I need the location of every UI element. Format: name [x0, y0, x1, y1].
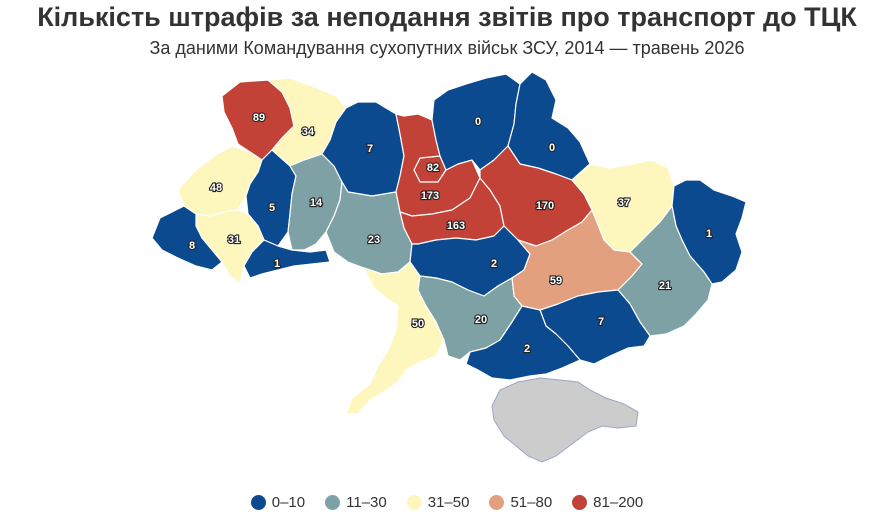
legend-label-2: 31–50	[427, 494, 470, 511]
legend-item-3[interactable]: 51–80	[489, 494, 552, 511]
region-value-label-volyn: 89	[253, 112, 265, 124]
region-value-label-dnipropetrovsk: 59	[550, 275, 562, 287]
region-zakarpattia[interactable]	[151, 205, 223, 271]
legend-item-2[interactable]: 31–50	[406, 494, 470, 511]
region-value-label-kyiv-oblast: 173	[421, 190, 439, 202]
legend-label-3: 51–80	[510, 494, 553, 511]
region-value-label-sumy: 0	[549, 142, 555, 154]
region-value-label-zhytomyr: 7	[367, 143, 373, 155]
region-value-label-zakarpattia: 8	[189, 240, 195, 252]
region-value-label-kirovohrad: 2	[491, 258, 497, 270]
region-value-label-chernivtsi: 1	[274, 258, 280, 270]
region-value-label-chernihiv: 0	[475, 116, 481, 128]
map-subtitle: За даними Командування сухопутних військ…	[149, 38, 745, 58]
map-title: Кількість штрафів за неподання звітів пр…	[37, 2, 857, 32]
legend-swatch-4	[572, 495, 588, 510]
region-value-label-odesa: 50	[412, 318, 424, 330]
region-value-label-khmelnytskyi: 14	[310, 197, 323, 209]
legend-swatch-0	[250, 495, 266, 510]
legend-swatch-3	[489, 495, 505, 510]
legend-label-4: 81–200	[593, 494, 644, 511]
region-chernivtsi[interactable]	[243, 239, 331, 279]
labels-layer: 89 34 48 5 31 8 1 14 7 82 173 23 0 0 163 170 37 1 2 59 21 50 2…	[188, 111, 713, 356]
region-crimea[interactable]	[491, 377, 639, 463]
region-value-label-lviv: 48	[210, 182, 222, 194]
region-value-label-cherkasy: 163	[447, 220, 465, 232]
legend-item-1[interactable]: 11–30	[325, 494, 387, 511]
region-value-label-mykolaiv: 20	[475, 314, 487, 326]
region-value-label-zaporizhzhia: 7	[598, 316, 604, 328]
legend-swatch-1	[325, 495, 341, 510]
legend-item-0[interactable]: 0–10	[250, 494, 306, 511]
region-value-label-luhansk: 1	[706, 228, 712, 240]
legend-label-1: 11–30	[346, 494, 387, 511]
region-value-label-kyiv-city: 82	[427, 162, 439, 174]
region-value-label-vinnytsia: 23	[368, 234, 380, 246]
region-value-label-kherson: 2	[524, 343, 530, 355]
legend-swatch-2	[406, 495, 422, 510]
region-value-label-poltava: 170	[536, 200, 554, 212]
region-value-label-rivne: 34	[302, 126, 315, 138]
region-value-label-ivano-frankivsk: 31	[228, 234, 240, 246]
region-kherson[interactable]	[465, 305, 581, 381]
legend-item-4[interactable]: 81–200	[572, 494, 643, 511]
region-value-label-ternopil: 5	[269, 202, 275, 214]
regions-layer	[151, 71, 747, 463]
legend-label-0: 0–10	[271, 494, 306, 511]
region-value-label-kharkiv: 37	[618, 197, 630, 209]
legend: 0–10 11–30 31–50 51–80 81–200	[0, 494, 894, 511]
region-value-label-donetsk: 21	[659, 280, 671, 292]
